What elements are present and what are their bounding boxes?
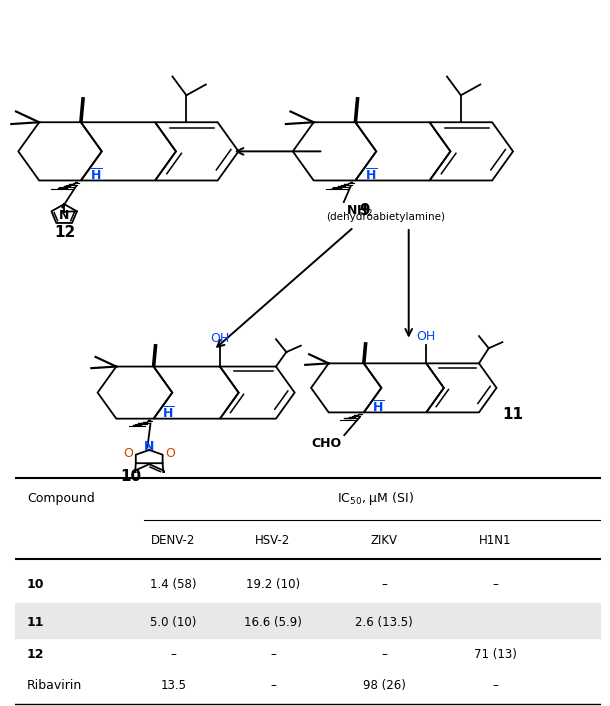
Text: 19.2 (10): 19.2 (10): [246, 578, 300, 592]
Text: –: –: [381, 648, 387, 662]
Text: –: –: [270, 678, 276, 692]
Text: O: O: [123, 448, 133, 460]
Text: 16.6 (5.9): 16.6 (5.9): [244, 616, 302, 628]
Text: 71 (13): 71 (13): [474, 648, 517, 662]
Text: Ribavirin: Ribavirin: [27, 678, 82, 692]
Text: $\mathbf{\overline{H}}$: $\mathbf{\overline{H}}$: [365, 167, 377, 183]
Text: ZIKV: ZIKV: [371, 534, 398, 547]
Text: $\mathbf{\overline{H}}$: $\mathbf{\overline{H}}$: [371, 400, 384, 416]
Text: CHO: CHO: [311, 436, 341, 450]
Text: IC$_{50}$, μM (SI): IC$_{50}$, μM (SI): [337, 490, 414, 507]
Text: 98 (26): 98 (26): [363, 678, 406, 692]
Text: DENV-2: DENV-2: [151, 534, 196, 547]
Text: –: –: [170, 648, 176, 662]
Text: 11: 11: [503, 407, 523, 422]
Text: –: –: [492, 678, 498, 692]
Text: NH$_2$: NH$_2$: [346, 203, 373, 219]
Text: H1N1: H1N1: [479, 534, 512, 547]
Text: 12: 12: [54, 225, 75, 240]
Text: (dehydroabietylamine): (dehydroabietylamine): [326, 212, 445, 222]
Text: Compound: Compound: [27, 492, 95, 505]
Text: 5.0 (10): 5.0 (10): [150, 616, 196, 628]
Text: O: O: [166, 448, 176, 460]
Text: 10: 10: [120, 469, 142, 484]
Text: HSV-2: HSV-2: [256, 534, 290, 547]
Text: 2.6 (13.5): 2.6 (13.5): [355, 616, 413, 628]
Text: –: –: [492, 578, 498, 592]
Text: –: –: [270, 648, 276, 662]
Text: 12: 12: [27, 648, 45, 662]
Text: $\mathbf{\overline{H}}$: $\mathbf{\overline{H}}$: [162, 406, 174, 421]
Bar: [15, 604, 601, 638]
Text: OH: OH: [417, 330, 436, 342]
Text: N: N: [144, 440, 154, 453]
Text: N: N: [59, 210, 70, 222]
Text: 11: 11: [27, 616, 45, 628]
Text: –: –: [381, 578, 387, 592]
Text: 13.5: 13.5: [160, 678, 187, 692]
Text: $\mathbf{\overline{H}}$: $\mathbf{\overline{H}}$: [90, 167, 102, 183]
Text: 10: 10: [27, 578, 45, 592]
Text: OH: OH: [210, 332, 229, 345]
Text: 9: 9: [359, 203, 370, 218]
Text: 1.4 (58): 1.4 (58): [150, 578, 196, 592]
